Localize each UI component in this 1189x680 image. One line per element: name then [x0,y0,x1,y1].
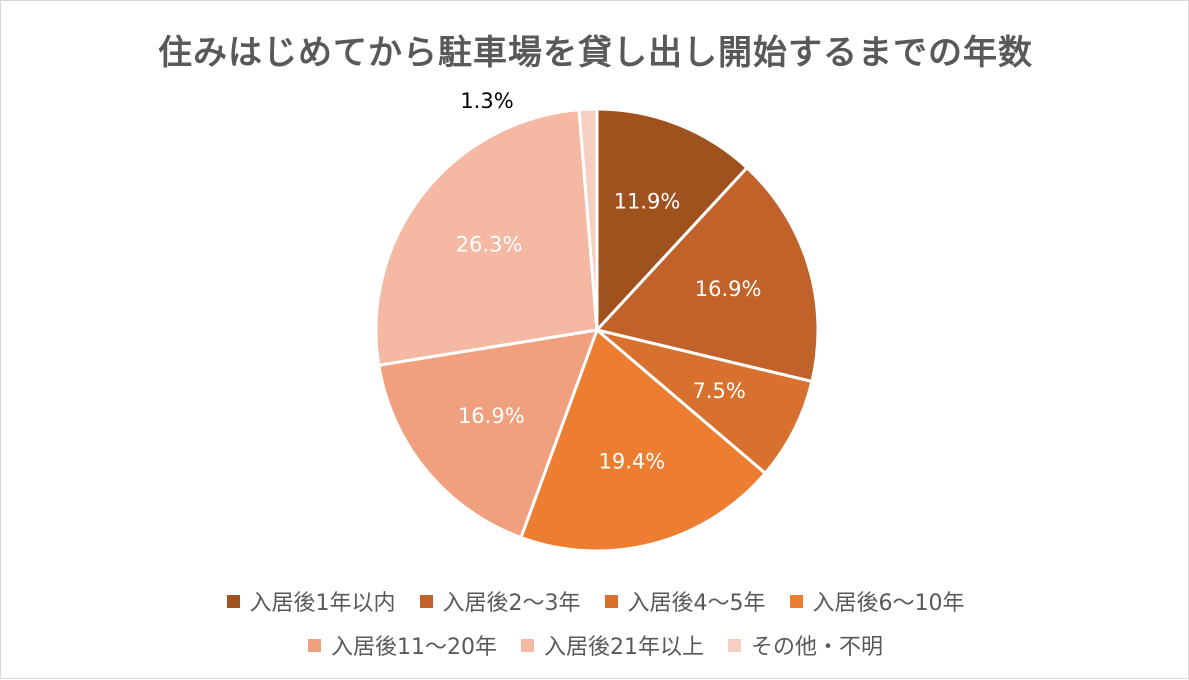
legend-swatch [419,594,433,608]
data-label: 7.5% [692,379,745,403]
pie-slice [596,328,814,476]
chart-title: 住みはじめてから駐車場を貸し出し開始するまでの年数 [158,33,1033,73]
legend: 入居後1年以内 入居後2〜3年 入居後4〜5年 入居後6〜10年 入居後11〜20年入… [1,579,1189,667]
legend-label: 入居後1年以内 [249,591,396,616]
legend-row: 入居後1年以内 入居後2〜3年 入居後4〜5年 入居後6〜10年 [1,579,1189,623]
legend-swatch [789,594,803,608]
data-label: 26.3% [456,232,523,256]
legend-label: その他・不明 [750,635,883,660]
pie-slice [595,107,750,334]
legend-item: 入居後4〜5年 [604,585,766,617]
legend-swatch [727,638,741,652]
pie-slice [377,328,600,540]
legend-item: 入居後2〜3年 [419,585,581,617]
data-label: 11.9% [614,189,681,213]
legend-swatch [604,594,618,608]
data-label: 19.4% [598,450,665,474]
pie-slice [519,327,768,553]
legend-item: 入居後21年以上 [520,629,704,661]
legend-swatch [226,594,240,608]
data-label: 1.3% [460,89,513,113]
pie-slice [374,108,599,367]
legend-label: 入居後21年以上 [543,635,704,660]
legend-item: 入居後1年以内 [226,585,396,617]
data-label: 16.9% [695,277,762,301]
data-label: 16.9% [458,404,525,428]
legend-row: 入居後11〜20年 入居後21年以上 その他・不明 [1,623,1189,667]
legend-item: 入居後11〜20年 [307,629,497,661]
pie-slice [577,107,599,331]
legend-label: 入居後2〜3年 [442,591,581,616]
legend-label: 入居後11〜20年 [330,635,497,660]
legend-label: 入居後4〜5年 [627,591,766,616]
legend-swatch [520,638,534,652]
pie-slice [594,165,820,384]
legend-item: その他・不明 [727,629,883,661]
legend-item: 入居後6〜10年 [789,585,965,617]
legend-label: 入居後6〜10年 [812,591,965,616]
legend-swatch [307,638,321,652]
